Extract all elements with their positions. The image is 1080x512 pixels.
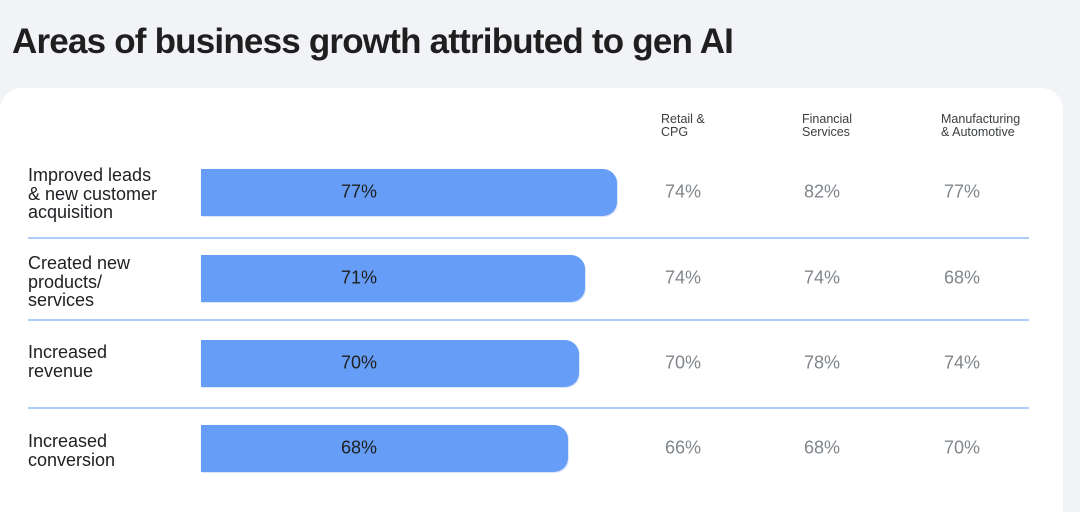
- bar-value-label: 71%: [340, 267, 378, 288]
- row-label: Increased conversion: [28, 431, 116, 470]
- bar-value-label: 68%: [340, 437, 378, 458]
- bar: [201, 168, 617, 216]
- row-label: Created new products/ services: [28, 253, 131, 310]
- column-header: Financial Services: [802, 112, 853, 139]
- chart-card: Retail & CPG Financial Services Manufactur…: [0, 88, 1063, 512]
- table-cell: 77%: [943, 181, 981, 202]
- table-cell: 74%: [664, 181, 702, 202]
- table-cell: 68%: [943, 267, 981, 288]
- table-cell: 78%: [803, 352, 841, 373]
- table-cell: 82%: [803, 181, 841, 202]
- row-label: Increased revenue: [28, 342, 108, 381]
- table-cell: 74%: [803, 267, 841, 288]
- page-title: Areas of business growth attributed to g…: [12, 22, 734, 61]
- table-cell: 70%: [664, 352, 702, 373]
- column-header: Manufacturing & Automotive: [941, 112, 1021, 139]
- bar: [201, 254, 585, 302]
- table-cell: 70%: [943, 437, 981, 458]
- table-cell: 74%: [943, 352, 981, 373]
- table-cell: 68%: [803, 437, 841, 458]
- bar: [201, 424, 569, 472]
- bar-value-label: 70%: [340, 352, 378, 373]
- row-divider: [28, 237, 1029, 239]
- table-cell: 74%: [664, 267, 702, 288]
- bar: [201, 339, 580, 387]
- table-cell: 66%: [664, 437, 702, 458]
- bar-value-label: 77%: [340, 181, 378, 202]
- row-label: Improved leads & new customer acquisitio…: [28, 165, 158, 222]
- row-divider: [28, 319, 1029, 321]
- column-header: Retail & CPG: [661, 112, 705, 139]
- row-divider: [28, 407, 1029, 409]
